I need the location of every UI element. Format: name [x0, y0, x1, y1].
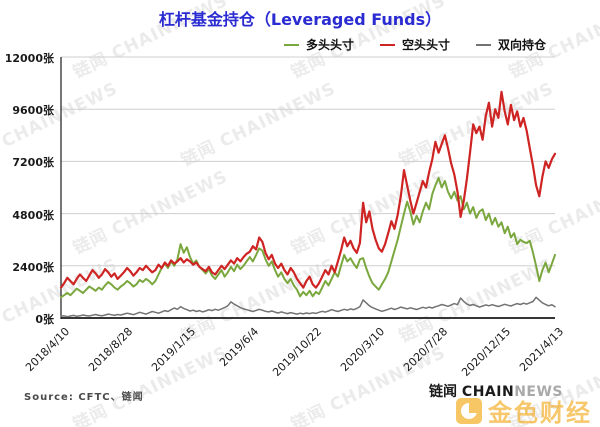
chart-title: 杠杆基金持仓（Leveraged Funds） [158, 10, 442, 29]
legend-item-0: 多头头寸 [283, 36, 354, 53]
chainnews-logo: 链闻 CHAINNEWS [429, 381, 563, 401]
legend-label: 多头头寸 [305, 38, 354, 52]
legend-swatch-icon [283, 43, 299, 46]
legend-label: 双向持仓 [497, 38, 546, 52]
series-line-0 [60, 176, 556, 299]
legend-swatch-icon [475, 43, 491, 46]
y-tick-label: 2400张 [12, 260, 54, 274]
y-tick-label: 7200张 [12, 156, 54, 170]
y-tick-label: 12000张 [4, 52, 54, 65]
chainnews-logo-en-light: NEWS [514, 384, 563, 400]
chainnews-logo-cn: 链闻 [429, 384, 458, 400]
source-label: Source: CFTC、链闻 [24, 392, 144, 403]
y-tick-label: 0张 [35, 313, 54, 326]
y-tick-label: 4800张 [12, 208, 54, 222]
series-line-1 [59, 90, 557, 289]
series-line-2 [60, 296, 556, 318]
y-tick-label: 9600张 [12, 104, 54, 118]
legend-item-1: 空头头寸 [379, 36, 450, 53]
legend-item-2: 双向持仓 [475, 36, 546, 53]
legend-label: 空头头寸 [401, 38, 450, 52]
legend: 多头头寸 空头头寸 双向持仓 [283, 36, 546, 53]
chainnews-logo-en-bold: CHAIN [461, 384, 515, 400]
legend-swatch-icon [379, 43, 395, 46]
